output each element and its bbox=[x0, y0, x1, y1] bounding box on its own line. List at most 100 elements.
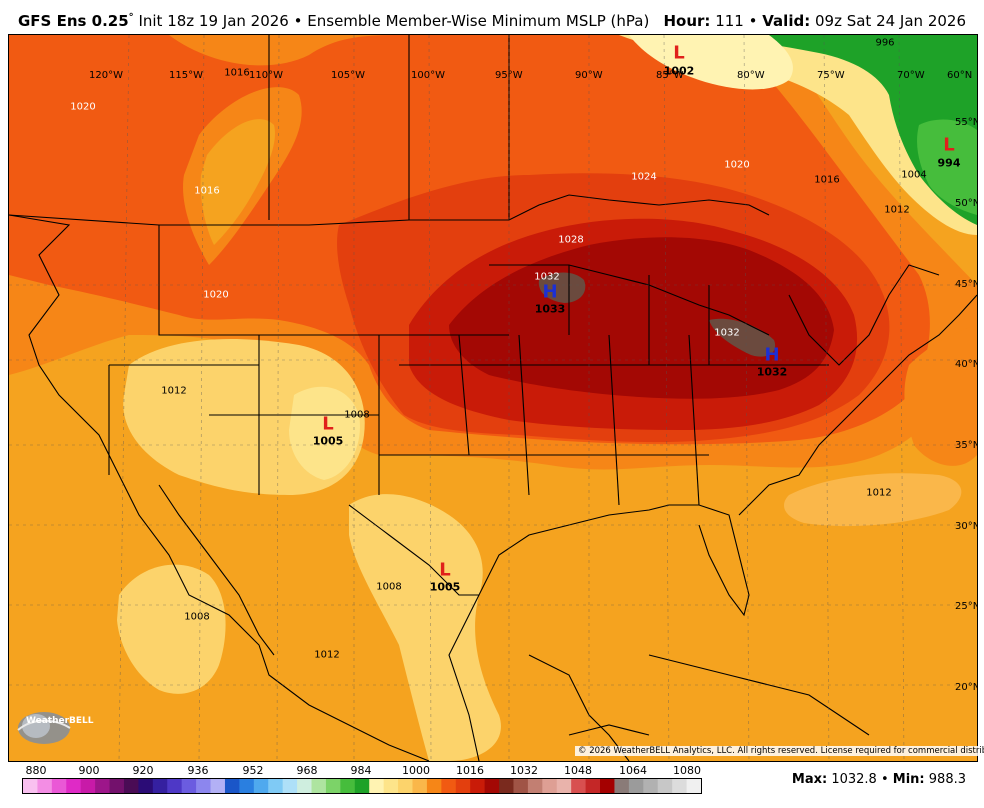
colorbar-swatch bbox=[499, 779, 514, 793]
contour-label: 1032 bbox=[534, 271, 560, 283]
band-1036-east bbox=[709, 318, 776, 357]
colorbar-tick: 968 bbox=[296, 764, 318, 777]
hour-label: Hour: bbox=[663, 12, 711, 30]
product-name: Ensemble Member-Wise Minimum MSLP (hPa) bbox=[307, 12, 650, 30]
pressure-map[interactable]: 120°W 115°W 110°W 105°W 100°W 95°W 90°W … bbox=[8, 34, 978, 762]
colorbar-swatch bbox=[628, 779, 644, 793]
header-valid: Hour: 111 • Valid: 09z Sat 24 Jan 2026 bbox=[663, 12, 967, 30]
lat-label-40n: 40°N bbox=[955, 359, 978, 370]
logo-text: WeatherBELL bbox=[26, 716, 94, 726]
min-max-readout: Max: 1032.8 • Min: 988.3 bbox=[791, 772, 966, 787]
lon-label-75w: 75°W bbox=[817, 70, 845, 81]
init-time: Init 18z 19 Jan 2026 bbox=[138, 12, 289, 30]
colorbar-tick: 880 bbox=[25, 764, 47, 777]
colorbar-swatch bbox=[239, 779, 255, 793]
lat-label-60n: 60°N bbox=[947, 70, 973, 81]
colorbar-tick: 900 bbox=[78, 764, 100, 777]
lon-label-90w: 90°W bbox=[575, 70, 603, 81]
colorbar-tick: 1048 bbox=[564, 764, 592, 777]
colorbar-swatch bbox=[383, 779, 399, 793]
colorbar-swatch bbox=[66, 779, 82, 793]
colorbar-swatch bbox=[109, 779, 125, 793]
header-title: GFS Ens 0.25° Init 18z 19 Jan 2026 • Ens… bbox=[18, 12, 650, 30]
colorbar-swatch bbox=[224, 779, 240, 793]
colorbar-swatch bbox=[542, 779, 558, 793]
colorbar-swatch bbox=[571, 779, 587, 793]
lat-label-20n: 20°N bbox=[955, 682, 978, 693]
contour-label: 1012 bbox=[314, 649, 340, 661]
colorbar-swatch bbox=[123, 779, 139, 793]
contour-label: 1012 bbox=[884, 204, 910, 216]
colorbar-swatch bbox=[95, 779, 111, 793]
valid-label: Valid: bbox=[762, 12, 811, 30]
high-marker: H bbox=[764, 344, 780, 366]
band-1008-baja bbox=[117, 564, 226, 694]
max-value: 1032.8 bbox=[831, 772, 877, 787]
colorbar-swatch bbox=[311, 779, 327, 793]
map-canvas bbox=[9, 35, 977, 761]
colorbar-swatch bbox=[585, 779, 601, 793]
contour-label: 1008 bbox=[184, 611, 210, 623]
high-value: 1033 bbox=[534, 302, 566, 316]
lon-label-100w: 100°W bbox=[411, 70, 445, 81]
weatherbell-logo-icon bbox=[17, 712, 71, 744]
colorbar-swatch bbox=[196, 779, 212, 793]
lon-label-85w: 85°W bbox=[656, 70, 684, 81]
lat-label-55n: 55°N bbox=[955, 117, 978, 128]
colorbar-swatch bbox=[398, 779, 413, 793]
colorbar-swatch bbox=[340, 779, 356, 793]
band-1012-atlantic bbox=[784, 473, 962, 527]
max-label: Max: bbox=[791, 772, 828, 787]
contour-label: 1020 bbox=[70, 101, 96, 113]
colorbar-swatch bbox=[672, 779, 688, 793]
band-lowGL-1004 bbox=[629, 35, 793, 90]
copyright-notice: © 2026 WeatherBELL Analytics, LLC. All r… bbox=[575, 746, 984, 756]
lat-label-50n: 50°N bbox=[955, 198, 978, 209]
colorbar-swatch bbox=[513, 779, 529, 793]
colorbar-swatch bbox=[643, 779, 659, 793]
low-value: 1002 bbox=[663, 64, 695, 78]
colorbar-swatch bbox=[23, 779, 38, 793]
high-marker: H bbox=[542, 281, 558, 303]
contour-label: 1016 bbox=[814, 174, 840, 186]
colorbar-tick: 920 bbox=[132, 764, 154, 777]
contour-label: 996 bbox=[875, 37, 895, 49]
colorbar-swatch bbox=[297, 779, 313, 793]
band-1016-atlantic bbox=[904, 325, 977, 466]
colorbar-swatch bbox=[80, 779, 96, 793]
colorbar-swatch bbox=[686, 779, 701, 793]
band-1036-west bbox=[538, 272, 586, 303]
colorbar-swatch bbox=[614, 779, 630, 793]
colorbar-tick: 952 bbox=[242, 764, 264, 777]
colorbar-tick: 1080 bbox=[673, 764, 701, 777]
colorbar-swatch bbox=[441, 779, 457, 793]
band-1004-sw bbox=[289, 386, 360, 480]
colorbar-ticks: 880 900 920 936 952 968 984 1000 1016 10… bbox=[0, 764, 984, 778]
lat-label-45n: 45°N bbox=[955, 279, 978, 290]
colorbar-tick: 1064 bbox=[619, 764, 647, 777]
colorbar-swatch bbox=[181, 779, 197, 793]
colorbar-tick: 936 bbox=[187, 764, 209, 777]
colorbar-swatch bbox=[37, 779, 53, 793]
band-lowNE-996 bbox=[917, 119, 977, 215]
colorbar-swatch bbox=[268, 779, 284, 793]
colorbar-tick: 1032 bbox=[510, 764, 538, 777]
colorbar-swatch bbox=[600, 779, 615, 793]
contour-label: 1032 bbox=[714, 327, 740, 339]
band-1012-nw bbox=[200, 119, 275, 245]
colorbar-tick: 984 bbox=[350, 764, 372, 777]
band-1008-texas bbox=[349, 494, 501, 761]
colorbar-swatch bbox=[369, 779, 385, 793]
min-label: Min: bbox=[892, 772, 925, 787]
colorbar-tick: 1016 bbox=[456, 764, 484, 777]
contour-label: 1012 bbox=[161, 385, 187, 397]
colorbar-swatch bbox=[412, 779, 428, 793]
contour-label: 1004 bbox=[901, 169, 927, 181]
colorbar-swatch bbox=[325, 779, 341, 793]
colorbar-swatch bbox=[657, 779, 673, 793]
contour-label: 1024 bbox=[631, 171, 657, 183]
colorbar-swatch bbox=[354, 779, 370, 793]
colorbar-swatch bbox=[426, 779, 442, 793]
contour-label: 1016 bbox=[194, 185, 220, 197]
low-value: 1005 bbox=[429, 580, 461, 594]
